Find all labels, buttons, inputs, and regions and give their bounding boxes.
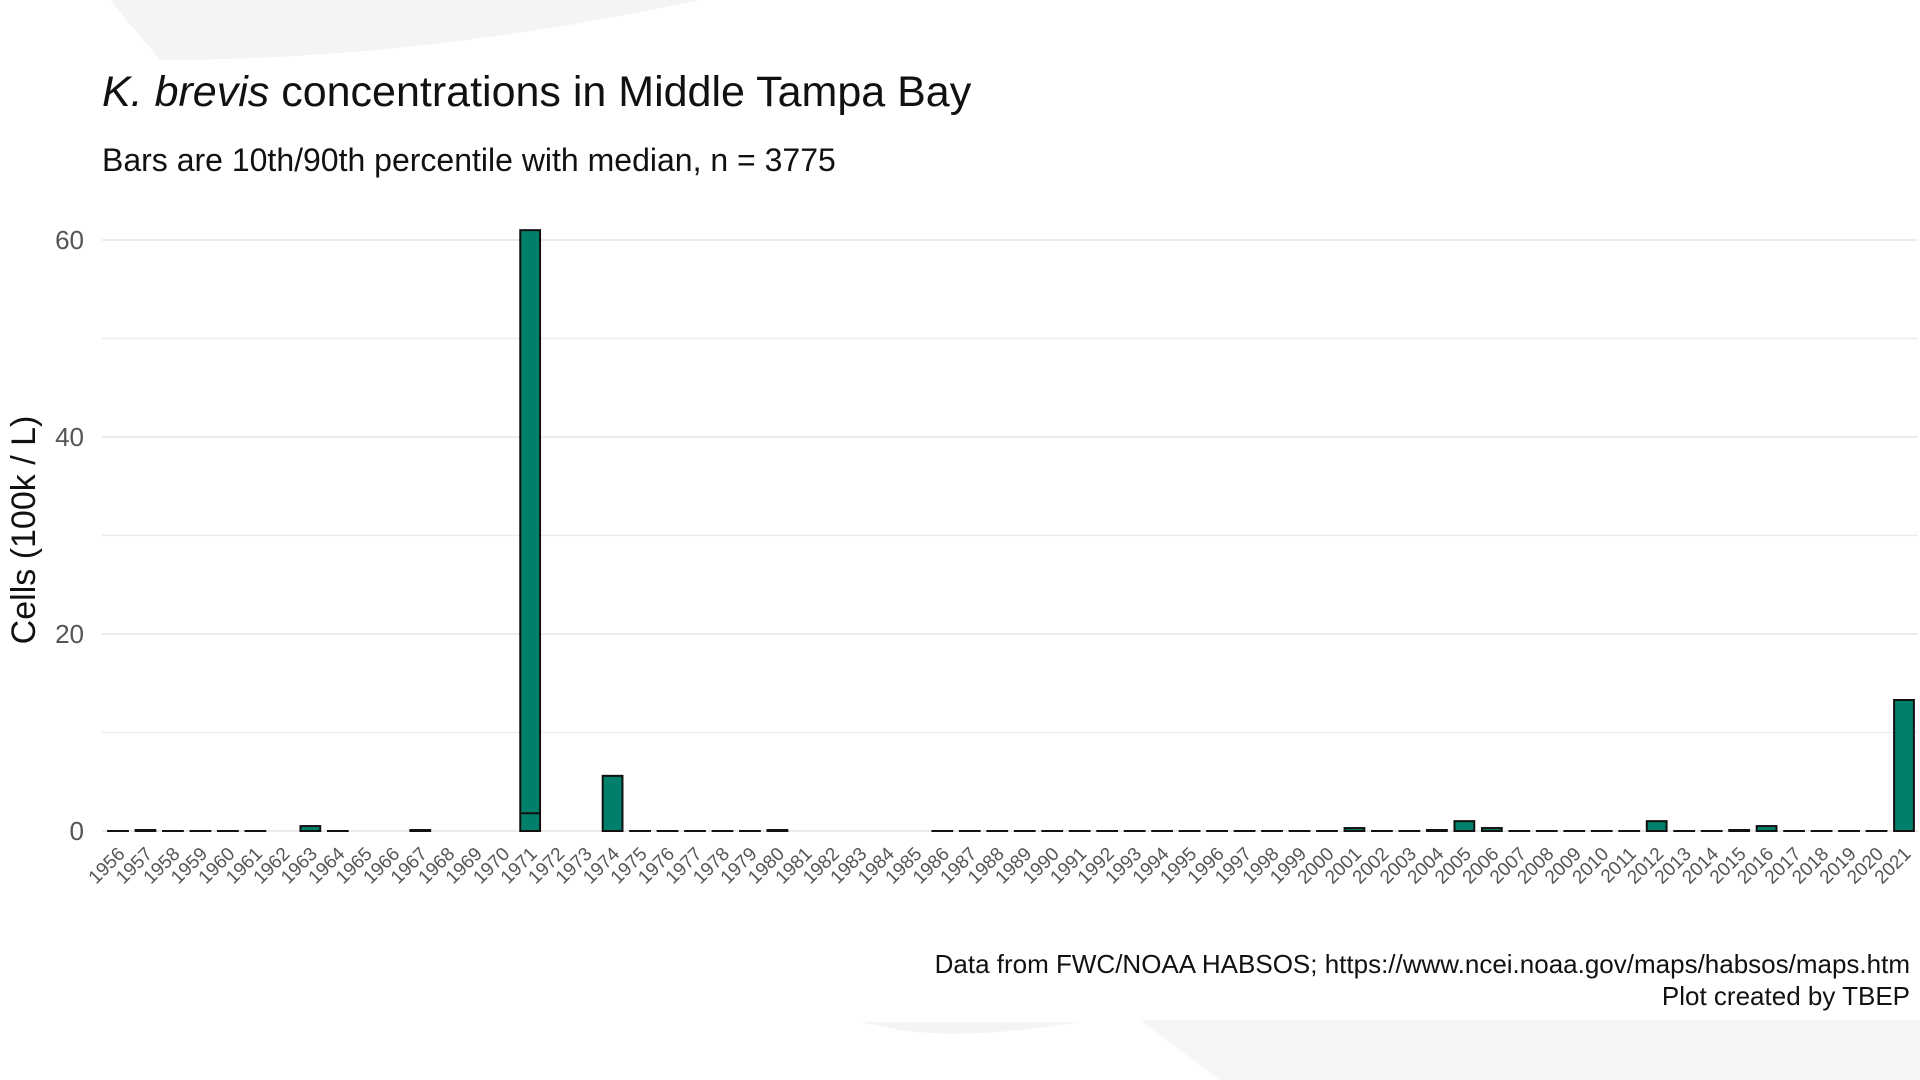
- bar-2005: [1453, 820, 1476, 833]
- bar-1974: [601, 774, 624, 833]
- x-axis-ticks: 1956195719581959196019611962196319641965…: [85, 843, 1916, 888]
- y-tick-label: 40: [55, 422, 84, 452]
- grid-lines: [102, 239, 1918, 832]
- chart-subtitle: Bars are 10th/90th percentile with media…: [102, 142, 836, 178]
- y-tick-label: 0: [70, 816, 84, 846]
- caption-credit: Plot created by TBEP: [1661, 981, 1910, 1011]
- y-tick-label: 60: [55, 225, 84, 255]
- caption: Data from FWC/NOAA HABSOS; https://www.n…: [935, 948, 1910, 1012]
- chart-title: K. brevis concentrations in Middle Tampa…: [102, 68, 972, 116]
- y-tick-label: 20: [55, 619, 84, 649]
- y-axis-ticks: 0 20 40 60: [55, 225, 84, 846]
- bar-2021: [1893, 698, 1915, 832]
- bar-1971: [519, 229, 542, 832]
- bars: [107, 229, 1915, 833]
- bar-2012: [1645, 820, 1668, 833]
- y-axis-label: Cells (100k / L): [5, 416, 43, 645]
- caption-source: Data from FWC/NOAA HABSOS; https://www.n…: [934, 949, 1910, 979]
